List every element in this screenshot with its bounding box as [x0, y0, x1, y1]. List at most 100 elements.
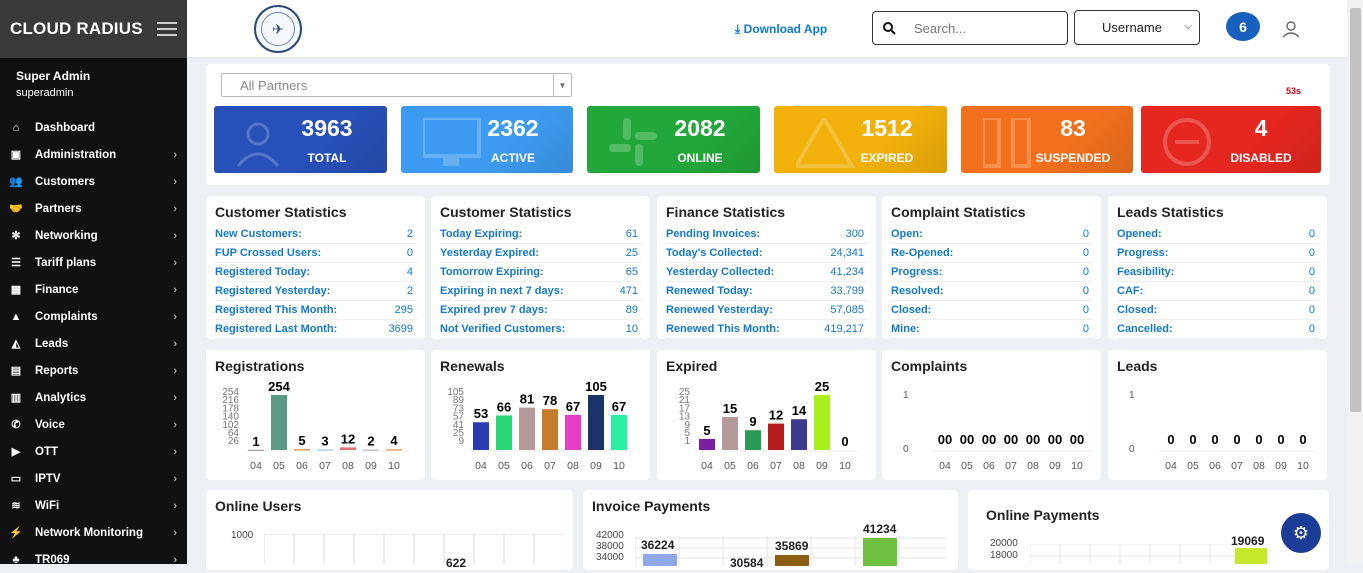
kpi-card-total[interactable]: 3963 TOTAL [214, 106, 387, 173]
search-input[interactable] [914, 20, 1054, 36]
bar-value-label: 15 [723, 401, 737, 416]
bar[interactable] [768, 423, 784, 450]
stats-row[interactable]: Tomorrow Expiring: 65 [440, 263, 642, 282]
stats-row[interactable]: Re-Opened: 0 [891, 244, 1093, 263]
stats-row[interactable]: Progress: 0 [891, 263, 1093, 282]
stats-row[interactable]: Resolved: 0 [891, 282, 1093, 301]
username-select[interactable]: Username ⌵ [1074, 10, 1200, 45]
bar[interactable] [496, 415, 512, 450]
bar[interactable] [814, 395, 830, 450]
stats-row[interactable]: Open: 0 [891, 225, 1093, 244]
sidebar-item-partners[interactable]: 🤝 Partners › [0, 195, 187, 222]
stats-row[interactable]: Registered Last Month: 3699 [215, 320, 417, 339]
kpi-card-suspended[interactable]: 83 SUSPENDED [961, 106, 1133, 173]
stats-row[interactable]: Today Expiring: 61 [440, 225, 642, 244]
stats-row[interactable]: Mine: 0 [891, 320, 1093, 339]
stats-row[interactable]: Today's Collected: 24,341 [666, 244, 868, 263]
bar[interactable] [565, 414, 581, 450]
stats-row[interactable]: Cancelled: 0 [1117, 320, 1319, 339]
stats-row[interactable]: FUP Crossed Users: 0 [215, 244, 417, 263]
bar[interactable] [340, 447, 356, 450]
stats-row[interactable]: Yesterday Expired: 25 [440, 244, 642, 263]
sidebar-item-network-monitoring[interactable]: ⚡ Network Monitoring › [0, 519, 187, 546]
stats-value: 419,217 [824, 323, 864, 335]
bar[interactable] [317, 449, 333, 451]
stats-row[interactable]: Expiring in next 7 days: 471 [440, 282, 642, 301]
sidebar-item-tr069[interactable]: ♣ TR069 › [0, 546, 187, 573]
stats-row[interactable]: Feasibility: 0 [1117, 263, 1319, 282]
stats-row[interactable]: Progress: 0 [1117, 244, 1319, 263]
sidebar-item-leads[interactable]: ◭ Leads › [0, 330, 187, 357]
stats-row[interactable]: Renewed This Month: 419,217 [666, 320, 868, 339]
bar[interactable] [745, 430, 761, 450]
stats-row[interactable]: Opened: 0 [1117, 225, 1319, 244]
sidebar-item-reports[interactable]: ▤ Reports › [0, 357, 187, 384]
stats-key: Registered Last Month: [215, 323, 338, 335]
kpi-card-active[interactable]: 2362 ACTIVE [401, 106, 573, 173]
stats-row[interactable]: Expired prev 7 days: 89 [440, 301, 642, 320]
sidebar-item-complaints[interactable]: ▲ Complaints › [0, 303, 187, 330]
bar[interactable] [519, 407, 535, 450]
sidebar-item-iptv[interactable]: ▭ IPTV › [0, 465, 187, 492]
bar[interactable] [363, 449, 379, 452]
invoice-value: 35869 [775, 539, 809, 553]
stats-value: 0 [406, 247, 413, 259]
y-tick-label: 9 [458, 436, 464, 447]
stats-row[interactable]: Registered This Month: 295 [215, 301, 417, 320]
settings-gear-icon[interactable]: ⚙ [1281, 513, 1321, 553]
bar[interactable] [699, 439, 715, 450]
bar-value-label: 00 [1004, 432, 1018, 447]
hamburger-icon[interactable] [157, 22, 177, 36]
bar[interactable] [611, 414, 627, 450]
stats-key: Today Expiring: [440, 228, 523, 240]
stats-title: Customer Statistics [215, 204, 347, 220]
bar[interactable] [294, 448, 310, 451]
user-icon[interactable] [1282, 20, 1300, 38]
stats-row[interactable]: CAF: 0 [1117, 282, 1319, 301]
kpi-card-disabled[interactable]: 4 DISABLED [1141, 106, 1321, 173]
search-box[interactable] [872, 11, 1068, 45]
sidebar-item-ott[interactable]: ▶ OTT › [0, 438, 187, 465]
sidebar-item-wifi[interactable]: ≋ WiFi › [0, 492, 187, 519]
bar[interactable] [386, 449, 402, 451]
sidebar-item-voice[interactable]: ✆ Voice › [0, 411, 187, 438]
bar[interactable] [473, 422, 489, 450]
bar[interactable] [542, 409, 558, 450]
scrollbar-thumb[interactable] [1350, 8, 1361, 412]
x-tick-label: 10 [388, 460, 400, 472]
sidebar-item-analytics[interactable]: ▥ Analytics › [0, 384, 187, 411]
sidebar-item-tariff-plans[interactable]: ☰ Tariff plans › [0, 249, 187, 276]
kpi-card-online[interactable]: 2082 ONLINE [587, 106, 760, 173]
stats-row[interactable]: Pending Invoices: 300 [666, 225, 868, 244]
bar[interactable] [791, 419, 807, 450]
y-tick-label: 178 [222, 403, 239, 414]
stats-row[interactable]: Renewed Today: 33,799 [666, 282, 868, 301]
sidebar-item-finance[interactable]: ▦ Finance › [0, 276, 187, 303]
sidebar-item-customers[interactable]: 👥 Customers › [0, 168, 187, 195]
stats-row[interactable]: Closed: 0 [891, 301, 1093, 320]
bar[interactable] [722, 417, 738, 450]
bar[interactable] [588, 395, 604, 450]
download-app-link[interactable]: ⤓ Download App [735, 22, 827, 37]
stats-key: CAF: [1117, 285, 1144, 297]
sidebar-item-administration[interactable]: ▣ Administration › [0, 141, 187, 168]
stats-row[interactable]: Registered Today: 4 [215, 263, 417, 282]
stats-row[interactable]: Registered Yesterday: 2 [215, 282, 417, 301]
stats-row[interactable]: New Customers: 2 [215, 225, 417, 244]
sidebar-item-dashboard[interactable]: ⌂ Dashboard [0, 114, 187, 141]
notification-badge[interactable]: 6 [1226, 12, 1260, 41]
x-tick-label: 07 [770, 460, 782, 472]
stats-row[interactable]: Closed: 0 [1117, 301, 1319, 320]
stats-row[interactable]: Renewed Yesterday: 57,085 [666, 301, 868, 320]
stats-row[interactable]: Not Verified Customers: 10 [440, 320, 642, 339]
invoice-bar [643, 554, 677, 566]
chevron-right-icon: › [173, 526, 177, 539]
stats-title: Customer Statistics [440, 204, 572, 220]
sidebar-item-networking[interactable]: ✻ Networking › [0, 222, 187, 249]
partner-select[interactable]: All Partners ▼ [221, 73, 572, 97]
kpi-card-expired[interactable]: 1512 EXPIRED [774, 106, 947, 173]
scrollbar[interactable] [1347, 0, 1363, 564]
bar[interactable] [271, 395, 287, 450]
x-tick-label: 07 [1231, 460, 1243, 472]
stats-row[interactable]: Yesterday Collected: 41,234 [666, 263, 868, 282]
